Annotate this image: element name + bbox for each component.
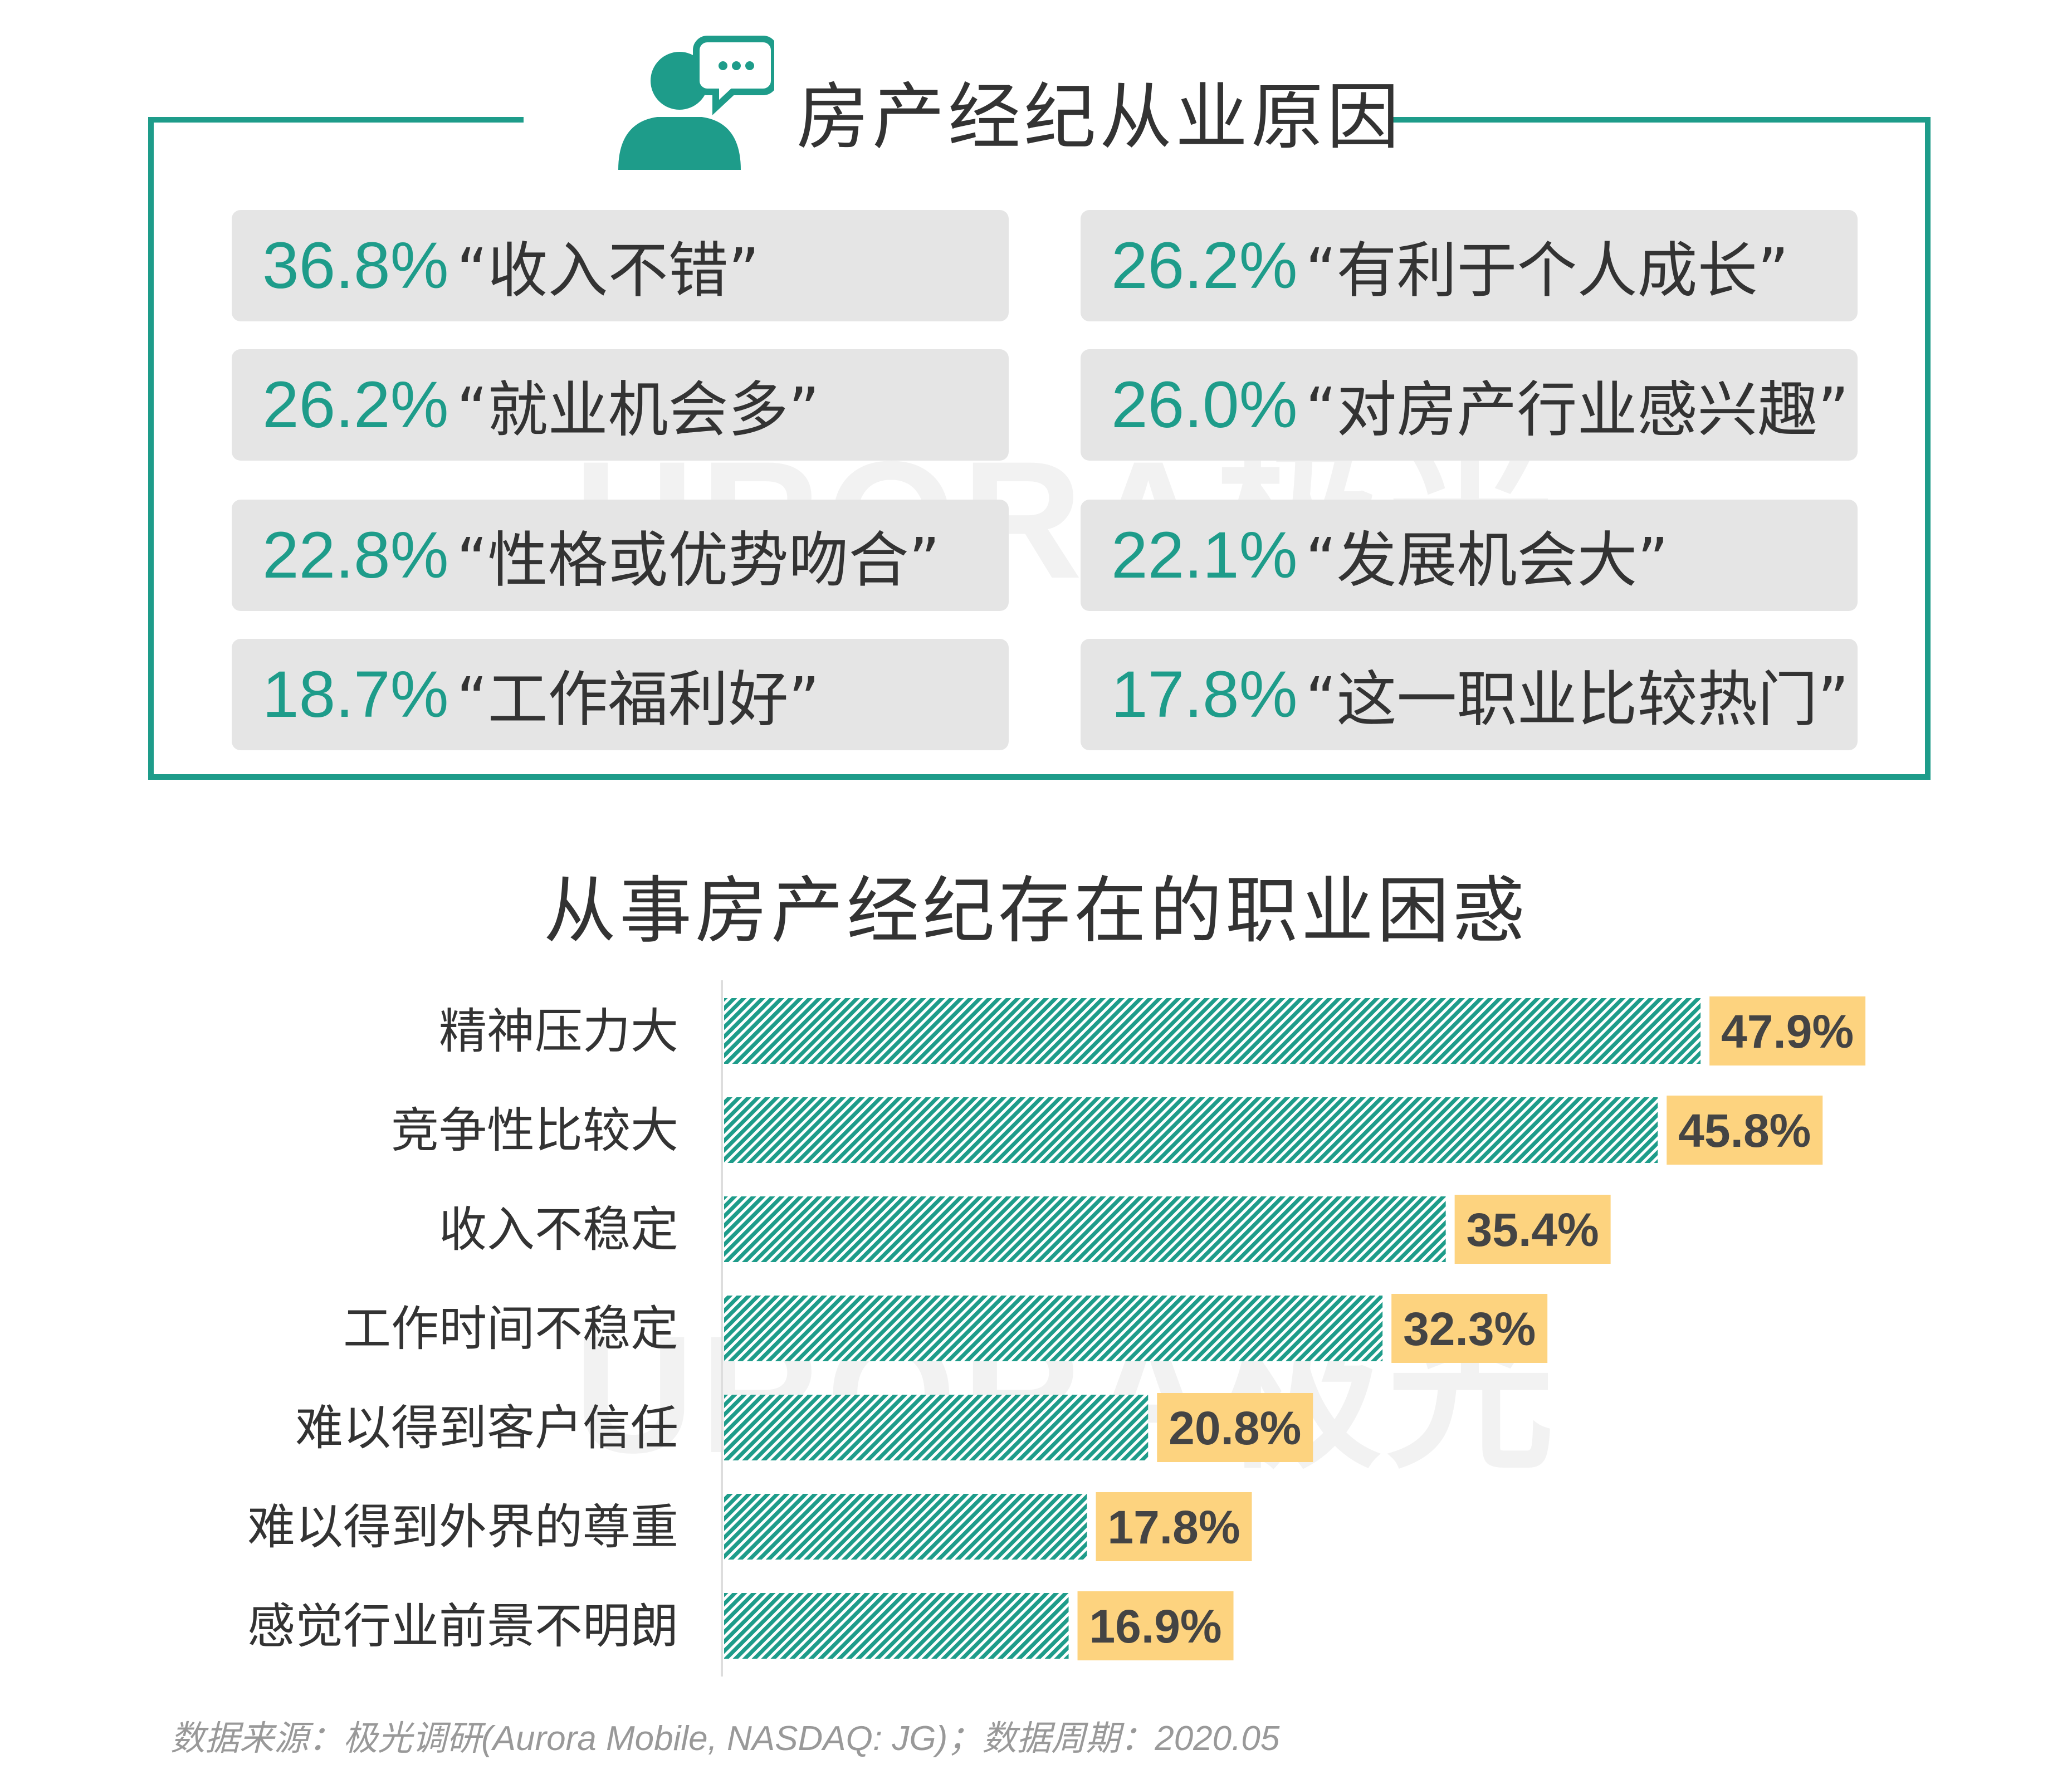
value-label-bg — [1391, 1294, 1548, 1363]
reason-percentage: 26.2% — [262, 368, 449, 442]
reason-percentage: 26.2% — [1111, 229, 1298, 302]
value-label-bg — [1709, 996, 1866, 1066]
reason-percentage: 22.1% — [1111, 519, 1298, 592]
category-label: 感觉行业前景不明朗 — [247, 1599, 678, 1654]
bar — [724, 1097, 1658, 1163]
value-label-bg — [1096, 1492, 1252, 1561]
reason-label: “发展机会大” — [1305, 526, 1669, 595]
bar — [724, 1395, 1149, 1460]
reason-percentage: 22.8% — [262, 519, 449, 592]
reason-label: “对房产行业感兴趣” — [1305, 375, 1849, 445]
category-label: 竞争性比较大 — [391, 1103, 678, 1159]
reason-card: 17.8% “这一职业比较热门” — [1081, 639, 1858, 750]
reason-label: “收入不错” — [456, 236, 760, 306]
category-label: 难以得到客户信任 — [295, 1400, 678, 1456]
bar — [724, 998, 1701, 1064]
reason-label: “有利于个人成长” — [1305, 236, 1789, 306]
reason-card: 22.8% “性格或优势吻合” — [232, 500, 1009, 611]
category-label: 工作时间不稳定 — [343, 1301, 678, 1357]
category-label: 难以得到外界的尊重 — [247, 1499, 678, 1555]
reason-percentage: 36.8% — [262, 229, 449, 302]
reason-label: “这一职业比较热门” — [1305, 665, 1849, 735]
value-label: 32.3% — [1403, 1303, 1536, 1355]
reason-percentage: 26.0% — [1111, 368, 1298, 442]
value-label-bg — [1454, 1195, 1611, 1264]
bar — [724, 1593, 1069, 1659]
reasons-title: 房产经纪从业原因 — [796, 75, 1403, 159]
reason-card: 26.2% “就业机会多” — [232, 349, 1009, 461]
reason-card: 18.7% “工作福利好” — [232, 639, 1009, 750]
reason-label: “工作福利好” — [456, 665, 820, 735]
value-label: 17.8% — [1107, 1501, 1240, 1553]
bar — [724, 1296, 1383, 1361]
value-label: 20.8% — [1169, 1402, 1301, 1454]
value-label: 16.9% — [1089, 1600, 1221, 1653]
value-label: 45.8% — [1678, 1104, 1811, 1157]
bar — [724, 1196, 1446, 1262]
reason-percentage: 18.7% — [262, 658, 449, 731]
chart-title: 从事房产经纪存在的职业困惑 — [543, 868, 1528, 953]
source-note: 数据来源：极光调研(Aurora Mobile, NASDAQ: JG)；数据周… — [170, 1719, 1280, 1758]
value-label-bg — [1077, 1591, 1234, 1660]
reason-card: 26.0% “对房产行业感兴趣” — [1081, 349, 1858, 461]
value-label-bg — [1157, 1393, 1313, 1462]
reason-label: “性格或优势吻合” — [456, 526, 940, 595]
reason-card: 22.1% “发展机会大” — [1081, 500, 1858, 611]
reason-percentage: 17.8% — [1111, 658, 1298, 731]
reason-card: 36.8% “收入不错” — [232, 210, 1009, 321]
value-label-bg — [1667, 1096, 1823, 1165]
reason-card: 26.2% “有利于个人成长” — [1081, 210, 1858, 321]
category-label: 收入不稳定 — [439, 1202, 678, 1258]
value-label: 35.4% — [1467, 1204, 1599, 1256]
category-label: 精神压力大 — [439, 1004, 678, 1059]
reason-label: “就业机会多” — [456, 375, 820, 445]
person-speech-icon — [618, 36, 774, 170]
bar — [724, 1494, 1087, 1560]
value-label: 47.9% — [1721, 1005, 1854, 1058]
